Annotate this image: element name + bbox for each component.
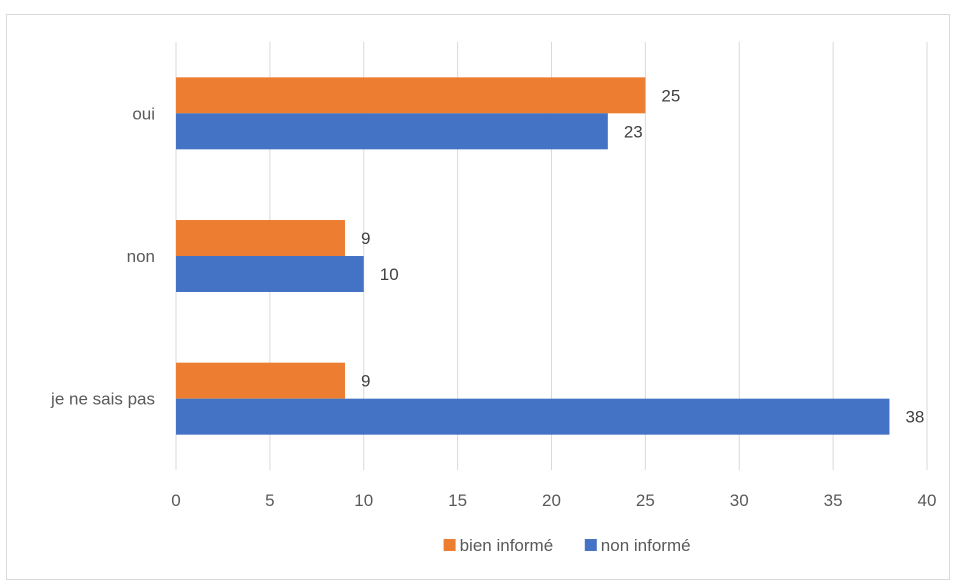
legend-swatch: [443, 539, 456, 551]
category-label: oui: [132, 104, 155, 123]
bars: [176, 77, 890, 435]
x-axis-tick-labels: 0 5 10 15 20 25 30 35 40: [171, 491, 936, 510]
bar-bien-informé-je-ne-sais-pas: [176, 362, 345, 399]
data-label: 25: [661, 86, 680, 105]
bar-bien-informé-non: [176, 220, 345, 256]
data-labels: 25 23 9 10 9 38: [361, 86, 924, 426]
data-label: 9: [361, 372, 370, 391]
category-label: non: [127, 247, 155, 266]
x-tick-label: 25: [636, 491, 655, 510]
bar-non-informé-non: [176, 256, 364, 292]
data-label: 23: [624, 122, 643, 141]
x-tick-label: 30: [730, 491, 749, 510]
category-labels: oui non je ne sais pas: [50, 104, 155, 408]
x-tick-label: 35: [824, 491, 843, 510]
bar-bien-informé-oui: [176, 77, 646, 114]
data-label: 38: [905, 408, 924, 427]
legend: bien informé non informé: [443, 536, 691, 555]
legend-label: bien informé: [460, 536, 554, 555]
category-label: je ne sais pas: [50, 390, 155, 409]
x-tick-label: 10: [354, 491, 373, 510]
x-tick-label: 20: [542, 491, 561, 510]
x-tick-label: 40: [918, 491, 937, 510]
data-label: 9: [361, 229, 370, 248]
bar-non-informé-je-ne-sais-pas: [176, 398, 890, 435]
x-tick-label: 15: [448, 491, 467, 510]
data-label: 10: [380, 265, 399, 284]
legend-label: non informé: [601, 536, 691, 555]
bar-non-informé-oui: [176, 113, 608, 150]
x-tick-label: 5: [265, 491, 274, 510]
x-tick-label: 0: [171, 491, 180, 510]
chart-frame: [6, 14, 950, 580]
legend-swatch: [584, 539, 597, 551]
